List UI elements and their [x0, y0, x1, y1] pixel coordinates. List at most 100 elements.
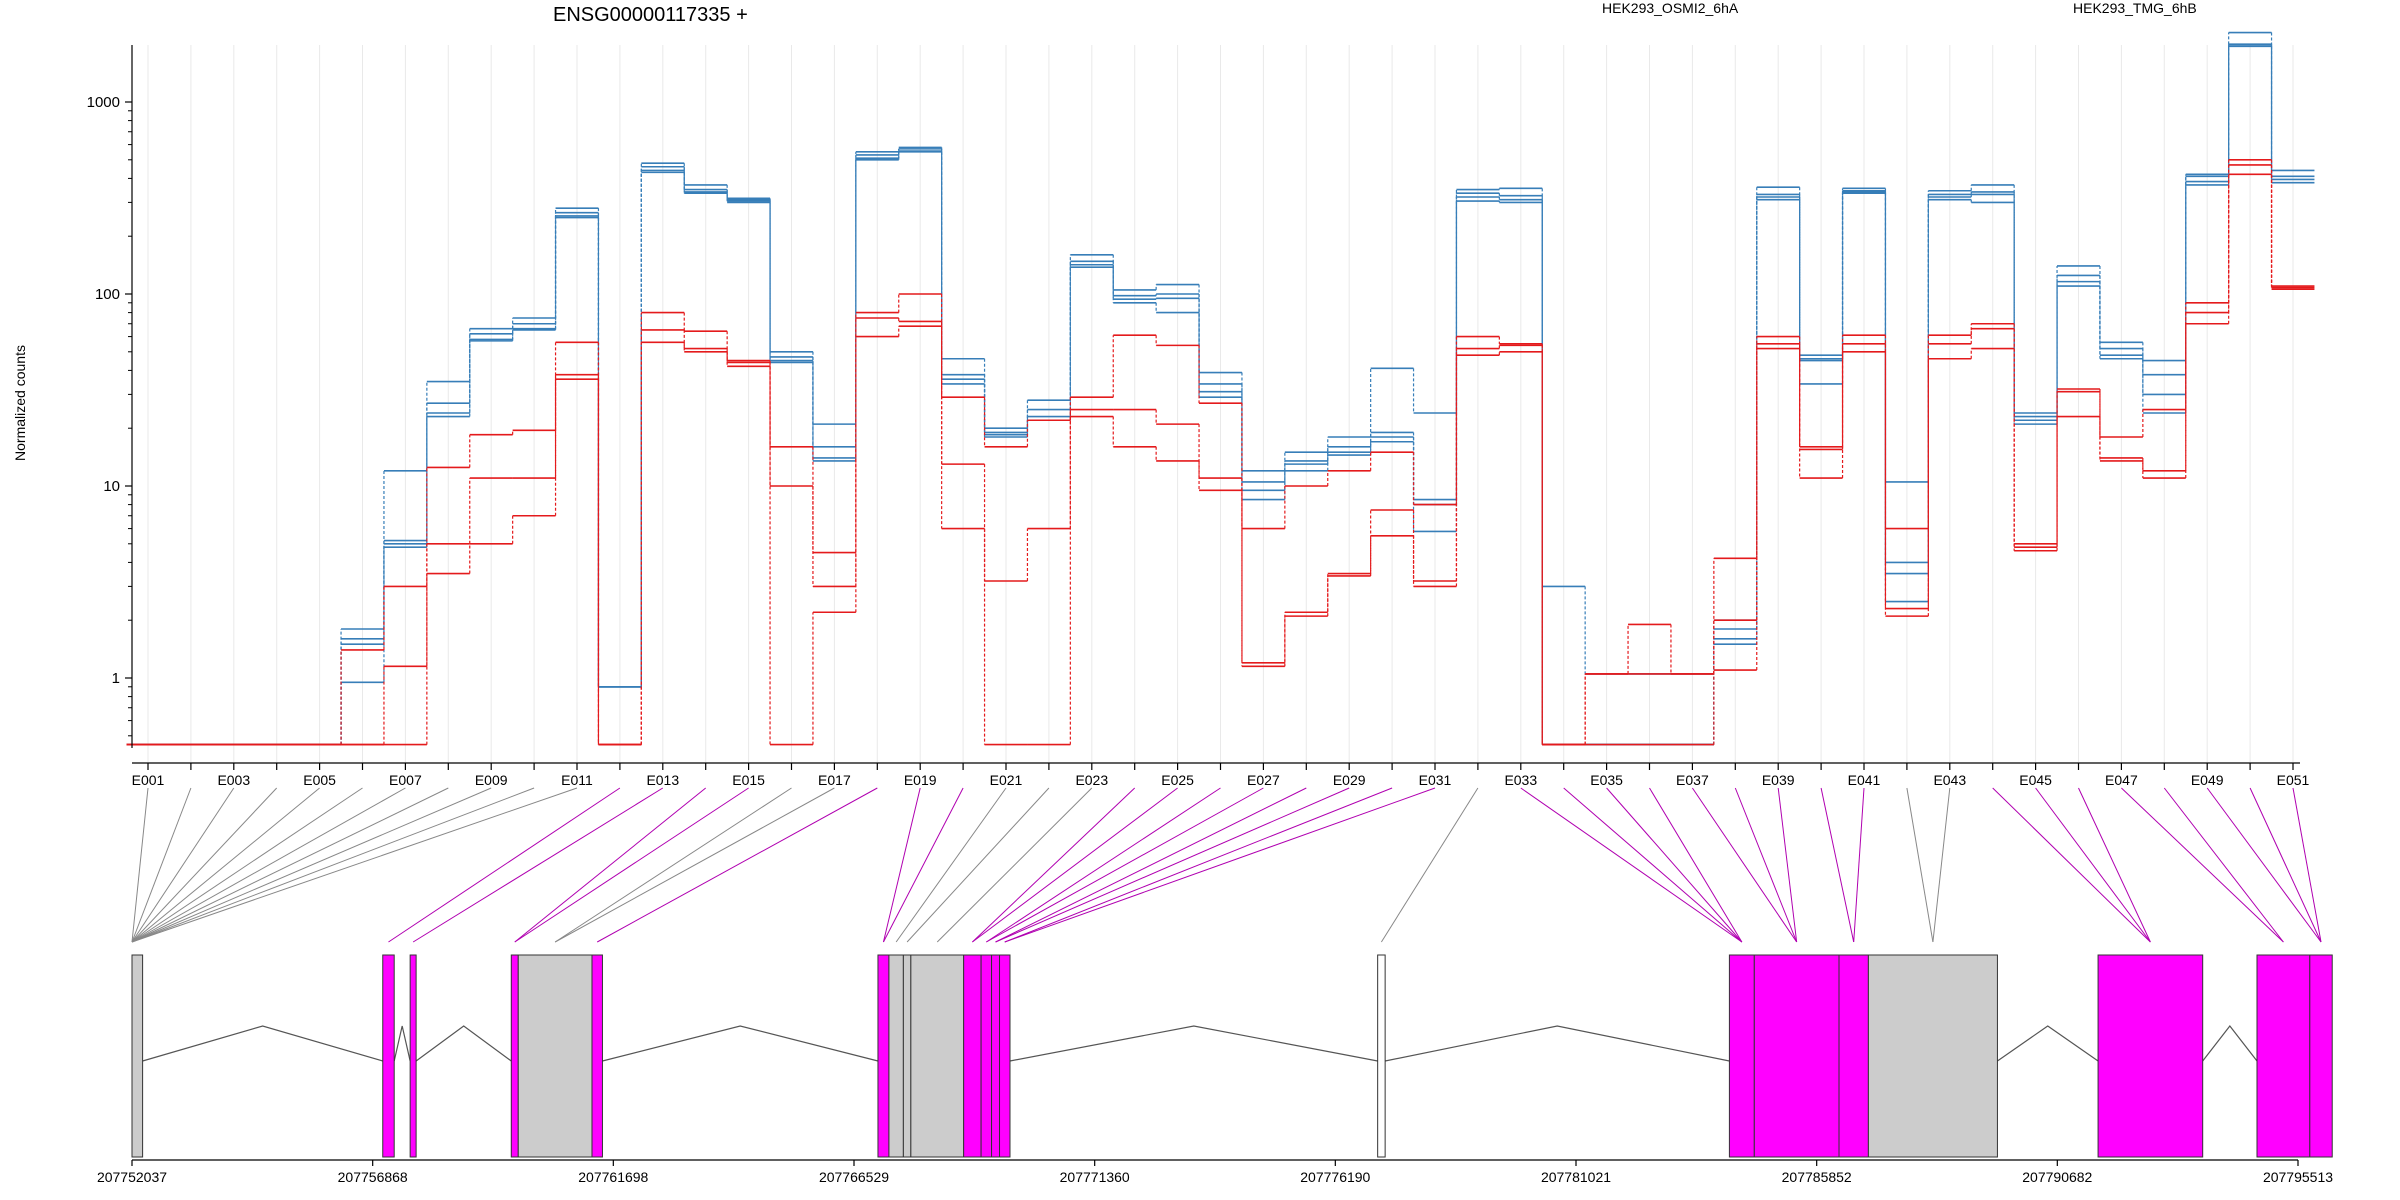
- exon-connector: [2206, 787, 2322, 943]
- y-tick-label: 10: [103, 478, 120, 495]
- exon-block: [2097, 954, 2204, 1158]
- exon-block: [999, 954, 1011, 1158]
- exon-block: [963, 954, 982, 1158]
- legend-entry-osmi: HEK293_OSMI2_6hA: [1602, 0, 1739, 16]
- genomic-axis: 207752037 207756868 207761698 207766529 2077…: [97, 1159, 2333, 1185]
- x-tick-label: E035: [1590, 772, 1623, 788]
- intron-line: [1385, 1025, 1730, 1062]
- x-tick-label: E007: [389, 772, 422, 788]
- exon-connector: [906, 787, 1050, 943]
- exon-connector: [412, 787, 664, 943]
- exon-connector: [2249, 787, 2322, 943]
- exon-block: [1377, 954, 1386, 1158]
- exon-connector: [1649, 787, 1743, 943]
- exon-connector: [1691, 787, 1798, 943]
- exon-connector: [882, 787, 921, 943]
- x-tick-label: E029: [1333, 772, 1366, 788]
- intron-line: [415, 1025, 512, 1062]
- exon-block: [409, 954, 417, 1158]
- chart-title: ENSG00000117335 +: [553, 4, 748, 26]
- exon-connector: [882, 787, 964, 943]
- exon-block: [1728, 954, 1755, 1158]
- exon-connector: [1563, 787, 1743, 943]
- exon-connector: [1853, 787, 1865, 943]
- y-tick-label: 1000: [87, 94, 120, 111]
- exon-connector: [131, 787, 149, 943]
- x-tick-label: E021: [990, 772, 1023, 788]
- exon-connector: [1777, 787, 1798, 943]
- x-tick-label: E033: [1504, 772, 1537, 788]
- genomic-tick-label: 207795513: [2263, 1169, 2333, 1185]
- exon-connector: [131, 787, 406, 943]
- exon-connector: [986, 787, 1221, 943]
- exon-block: [888, 954, 904, 1158]
- exon-block: [902, 954, 912, 1158]
- transcript-model: [131, 954, 2333, 1158]
- exon-connector: [131, 787, 578, 943]
- x-tick-label: E039: [1762, 772, 1795, 788]
- exon-connector: [986, 787, 1264, 943]
- exon-block: [2309, 954, 2333, 1158]
- exon-connector: [1992, 787, 2151, 943]
- exon-connector: [2078, 787, 2151, 943]
- x-tick-label: E047: [2105, 772, 2138, 788]
- x-tick-label: E041: [1848, 772, 1881, 788]
- genomic-tick-label: 207766529: [819, 1169, 889, 1185]
- x-tick-label: E023: [1075, 772, 1108, 788]
- exon-connector: [895, 787, 1007, 943]
- exon-connector: [1004, 787, 1393, 943]
- exon-connector: [1606, 787, 1743, 943]
- exon-connector: [554, 787, 792, 943]
- plot-axes: 1 10 100 1000 E001 E003 E005 E007 E009 E011 E013 E0…: [87, 45, 2310, 788]
- x-tick-label: E027: [1247, 772, 1280, 788]
- x-tick-label: E051: [2277, 772, 2310, 788]
- exon-block: [2256, 954, 2311, 1158]
- exon-connector: [131, 787, 278, 943]
- x-tick-label: E037: [1676, 772, 1709, 788]
- exon-connector: [1004, 787, 1436, 943]
- x-tick-label: E013: [646, 772, 679, 788]
- exon-block: [910, 954, 965, 1158]
- exon-connector: [131, 787, 535, 943]
- exon-connector: [131, 787, 192, 943]
- exon-connector: [514, 787, 749, 943]
- genomic-tick-label: 207785852: [1782, 1169, 1852, 1185]
- x-tick-label: E045: [2019, 772, 2052, 788]
- exon-block: [1753, 954, 1840, 1158]
- x-tick-label: E005: [303, 772, 336, 788]
- genomic-tick-label: 207790682: [2022, 1169, 2092, 1185]
- intron-line: [2202, 1025, 2258, 1062]
- exon-connector: [1820, 787, 1855, 943]
- exon-connector: [2292, 787, 2322, 943]
- exon-connector: [596, 787, 878, 943]
- x-tick-label: E001: [132, 772, 165, 788]
- genomic-tick-label: 207771360: [1060, 1169, 1130, 1185]
- exon-connector: [2121, 787, 2284, 943]
- exon-connector: [936, 787, 1093, 943]
- x-tick-label: E009: [475, 772, 508, 788]
- exon-connector: [972, 787, 1178, 943]
- exon-connector: [1932, 787, 1951, 943]
- intron-line: [602, 1025, 879, 1062]
- genomic-tick-label: 207761698: [578, 1169, 648, 1185]
- exon-connector: [1734, 787, 1798, 943]
- x-tick-label: E003: [217, 772, 250, 788]
- exon-connector: [131, 787, 363, 943]
- y-tick-label: 100: [95, 286, 120, 303]
- exon-connector: [1906, 787, 1934, 943]
- genomic-tick-label: 207781021: [1541, 1169, 1611, 1185]
- intron-line: [142, 1025, 383, 1062]
- intron-line: [1009, 1025, 1378, 1062]
- exon-connector-lines: [131, 787, 2322, 943]
- exon-block: [510, 954, 519, 1158]
- exon-block: [382, 954, 395, 1158]
- exon-block: [517, 954, 593, 1158]
- intron-line: [1997, 1025, 2099, 1062]
- exon-connector: [2035, 787, 2151, 943]
- x-tick-label: E011: [561, 772, 593, 788]
- x-tick-label: E019: [904, 772, 937, 788]
- exon-connector: [995, 787, 1350, 943]
- exon-connector: [131, 787, 449, 943]
- x-tick-label: E049: [2191, 772, 2224, 788]
